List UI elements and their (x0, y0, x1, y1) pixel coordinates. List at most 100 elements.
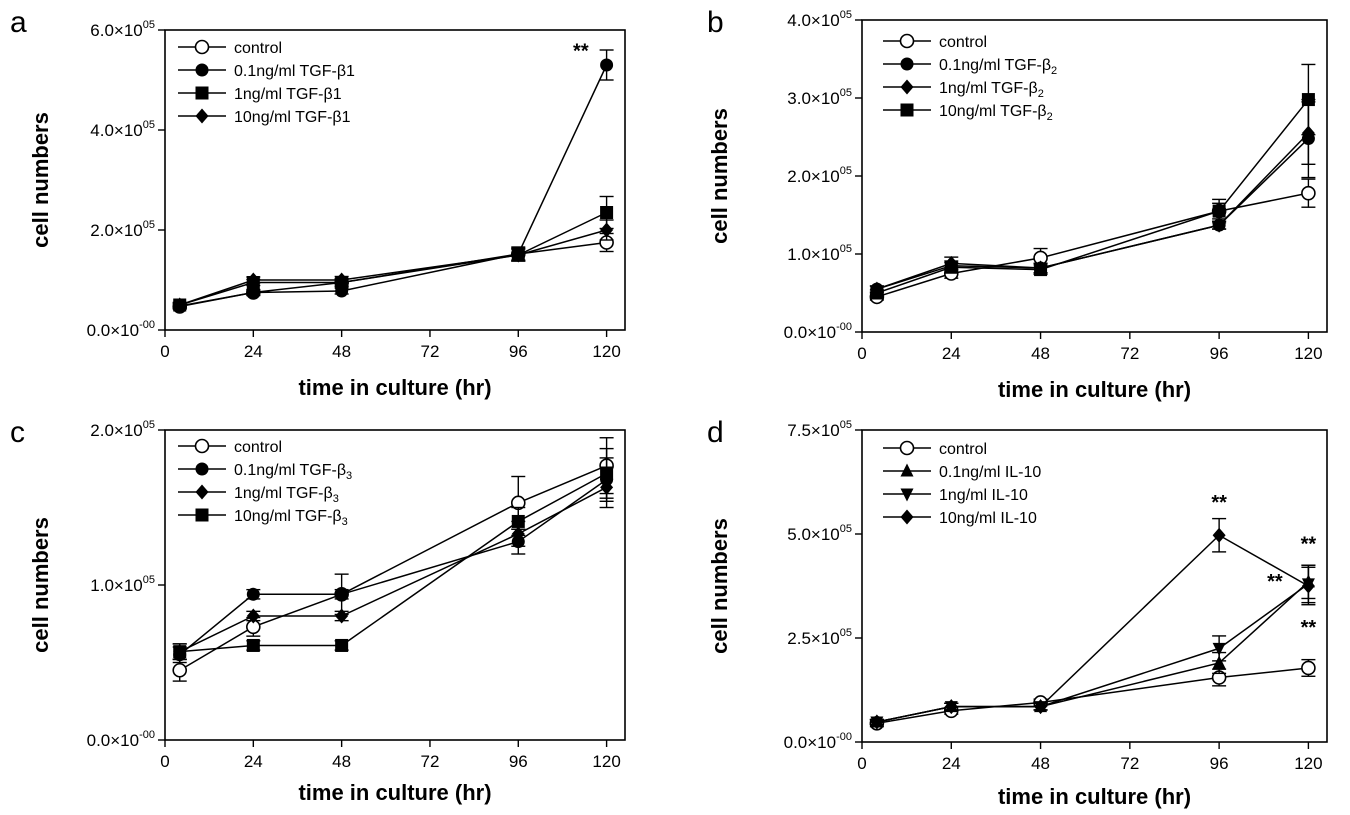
significance-mark: ** (1211, 492, 1227, 514)
series-4 (869, 63, 1316, 300)
legend-marker (195, 63, 209, 77)
legend-marker (900, 79, 914, 95)
data-point (944, 260, 958, 274)
data-point (1301, 93, 1315, 107)
significance-mark: ** (1267, 571, 1283, 593)
series-4 (172, 447, 614, 661)
data-point (870, 286, 884, 300)
data-point (870, 714, 884, 730)
x-tick-label: 96 (1210, 344, 1229, 363)
legend-marker (900, 509, 914, 525)
legend-marker (194, 438, 210, 454)
data-point (600, 206, 614, 219)
y-tick-label: 0.0×10-00 (784, 321, 852, 342)
x-tick-label: 48 (332, 752, 351, 771)
x-tick-label: 120 (592, 752, 620, 771)
legend-marker (195, 508, 209, 522)
x-tick-label: 120 (1294, 344, 1322, 363)
data-point (335, 272, 349, 288)
x-tick-label: 48 (332, 342, 351, 361)
x-tick-label: 48 (1031, 754, 1050, 773)
series-line (876, 192, 1309, 298)
legend-label: 1ng/ml IL-10 (939, 487, 1028, 504)
legend-label: control (234, 439, 282, 456)
data-point (246, 587, 260, 601)
y-axis-label: cell numbers (28, 112, 53, 248)
legend-marker (899, 440, 915, 456)
series-line (876, 99, 1309, 294)
data-point (600, 58, 614, 72)
legend: control 0.1ng/ml TGF-β1 1ng/ml TGF-β1 10ng/… (178, 39, 355, 126)
legend-label: 0.1ng/ml TGF-β3 (234, 462, 352, 482)
y-axis-label: cell numbers (28, 517, 53, 653)
panel-label: a (10, 6, 27, 39)
legend-label: 0.1ng/ml TGF-β2 (939, 57, 1057, 77)
data-point (246, 608, 260, 624)
data-point (335, 638, 349, 652)
legend-marker (900, 57, 914, 71)
y-tick-label: 0.0×10-00 (87, 729, 155, 750)
legend: control 0.1ng/ml TGF-β2 1ng/ml TGF-β2 10ng/… (883, 33, 1057, 123)
panel-b: b 0 24 48 72 96 120 0.0×10-00 1.0×1005 2.0×1005 3.… (707, 6, 1328, 402)
data-point (335, 608, 349, 624)
panel-a: a 0 24 48 72 96 120 0.0×10-00 2.0×1005 4.0×1005 6.… (10, 6, 626, 400)
legend-marker (899, 33, 915, 49)
legend: control 0.1ng/ml IL-10 1ng/ml IL-10 10ng/ml… (883, 440, 1041, 527)
data-point (511, 247, 525, 263)
x-tick-label: 120 (592, 342, 620, 361)
data-point (246, 272, 260, 288)
data-point (1034, 699, 1048, 715)
legend-label: control (939, 441, 987, 458)
data-point (1212, 655, 1226, 669)
panel-label: d (707, 416, 724, 449)
legend-marker (195, 86, 209, 100)
x-tick-label: 24 (244, 752, 263, 771)
series-3 (869, 101, 1316, 297)
y-tick-label: 1.0×1005 (90, 574, 155, 595)
data-point (1034, 263, 1048, 277)
x-tick-label: 72 (420, 342, 439, 361)
y-tick-label: 5.0×1005 (787, 523, 852, 544)
y-tick-label: 2.0×1005 (90, 219, 155, 240)
x-tick-label: 120 (1294, 754, 1322, 773)
series-4 (172, 219, 614, 313)
series-line (876, 583, 1309, 723)
data-point (246, 286, 260, 299)
series-1 (869, 178, 1316, 305)
legend-label: 0.1ng/ml IL-10 (939, 464, 1041, 481)
legend-label: control (939, 34, 987, 51)
x-tick-label: 72 (420, 752, 439, 771)
x-tick-label: 96 (1210, 754, 1229, 773)
x-axis-label: time in culture (hr) (298, 375, 491, 400)
legend-marker (900, 488, 914, 502)
data-point (1301, 660, 1316, 676)
legend-marker (195, 462, 209, 476)
y-axis-label: cell numbers (707, 108, 732, 244)
data-point (600, 222, 614, 238)
x-tick-label: 72 (1120, 344, 1139, 363)
plot-frame (861, 429, 1328, 743)
y-axis-label: cell numbers (707, 518, 732, 654)
data-point (246, 638, 260, 652)
series-line (876, 132, 1309, 290)
x-tick-label: 24 (942, 754, 961, 773)
data-point (944, 699, 958, 715)
legend-marker (195, 108, 209, 124)
legend-label: 10ng/ml TGF-β1 (234, 109, 351, 126)
legend-marker (194, 39, 210, 55)
data-point (1301, 185, 1316, 201)
data-point (173, 297, 187, 313)
legend: control 0.1ng/ml TGF-β3 1ng/ml TGF-β3 10ng/… (178, 438, 352, 528)
data-point (1301, 578, 1315, 594)
legend-label: 10ng/ml TGF-β3 (234, 508, 348, 528)
legend-label: 1ng/ml TGF-β2 (939, 80, 1044, 100)
panel-label: c (10, 416, 25, 449)
y-tick-label: 4.0×1005 (787, 9, 852, 30)
x-tick-label: 72 (1120, 754, 1139, 773)
x-tick-label: 48 (1031, 344, 1050, 363)
series-2 (869, 564, 1316, 728)
data-point (1212, 217, 1226, 233)
series-4 (869, 517, 1316, 730)
data-point (511, 514, 525, 528)
panel-c: c 0 24 48 72 96 120 0.0×10-00 1.0×1005 2.0×1005 ti… (10, 416, 626, 805)
